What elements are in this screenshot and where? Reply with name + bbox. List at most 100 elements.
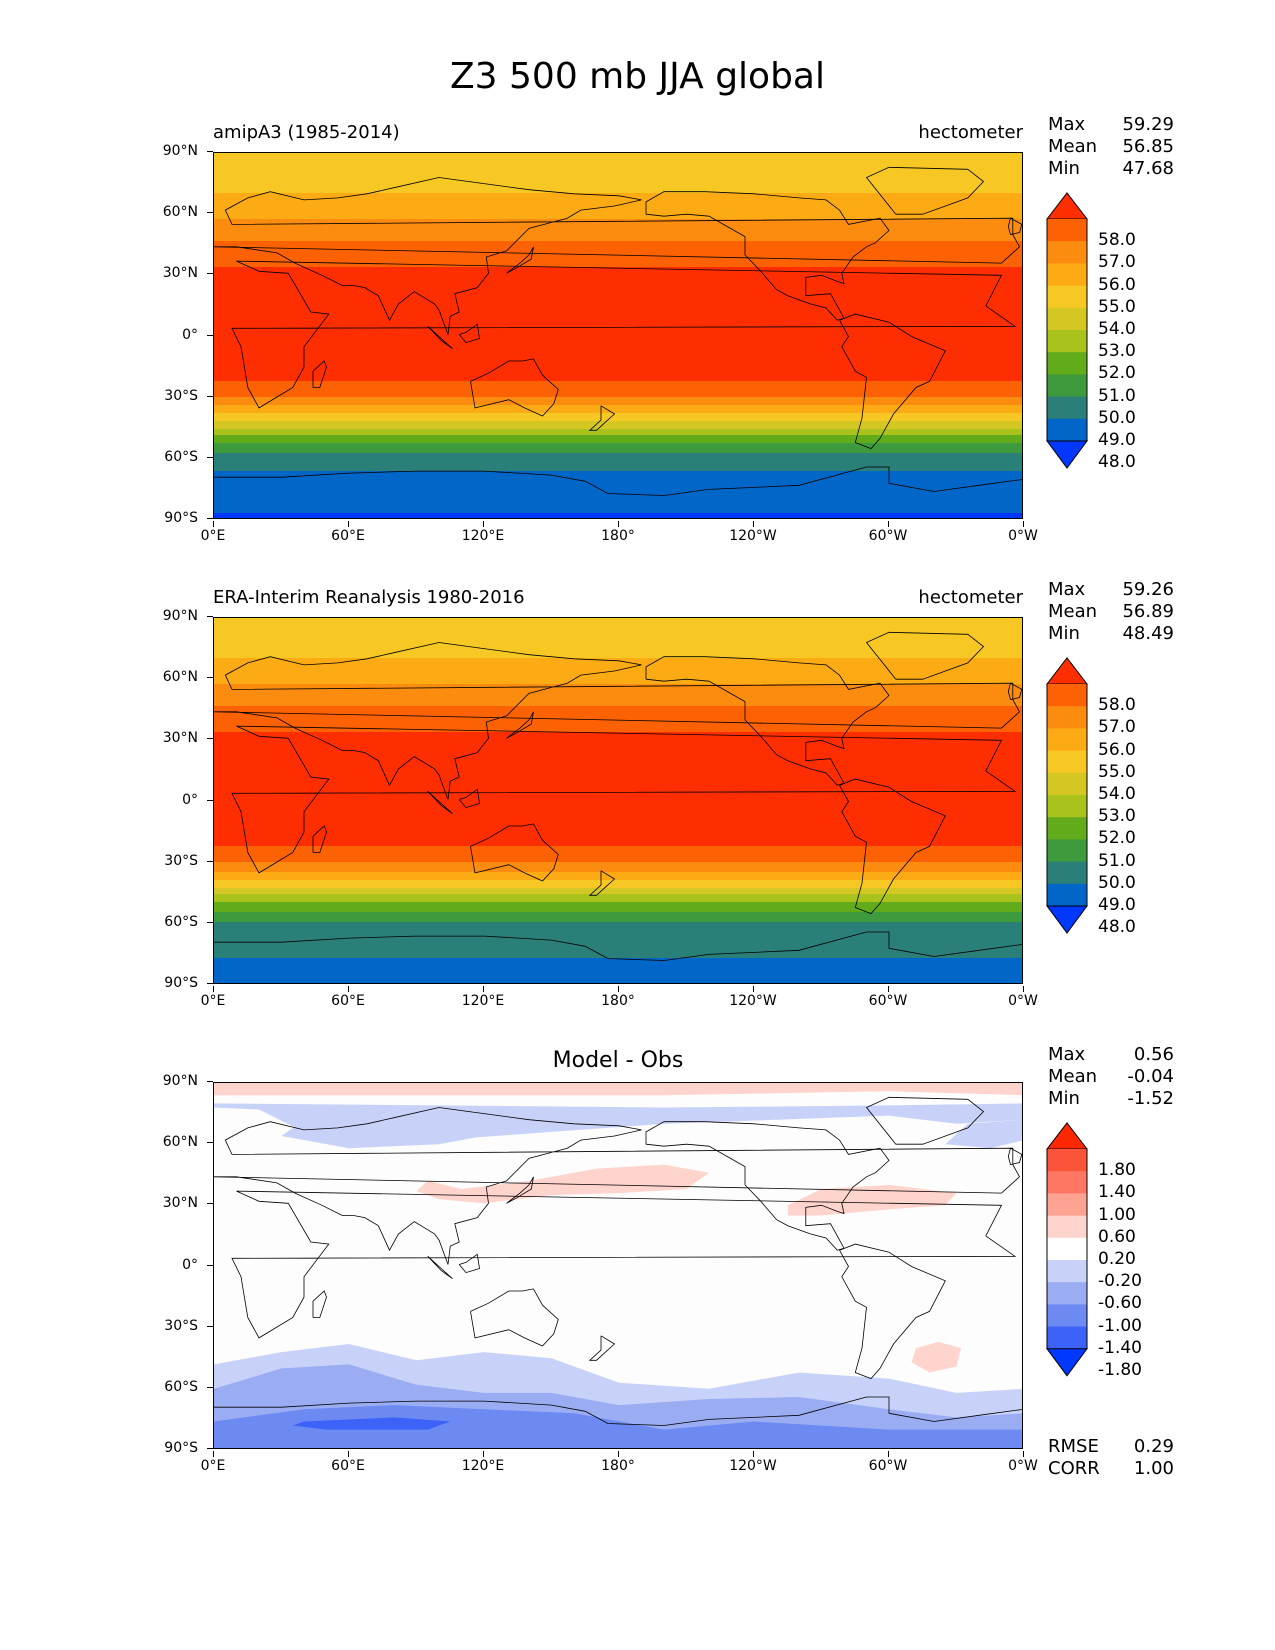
field-band (214, 826, 1022, 829)
field-band (214, 804, 1022, 807)
field-band (214, 874, 1022, 877)
field-band (214, 311, 1022, 314)
field-band (214, 840, 1022, 843)
field-band (214, 678, 1022, 681)
stat-value: 47.68 (1122, 158, 1174, 179)
field-band (214, 720, 1022, 723)
field-band (214, 425, 1022, 428)
coastline (214, 177, 1021, 335)
stat-value: 59.29 (1122, 114, 1174, 135)
colorbar-segment (1047, 1326, 1087, 1350)
field-band (214, 221, 1022, 224)
field-band (214, 303, 1022, 306)
field-band (214, 948, 1022, 951)
field-band (214, 886, 1022, 889)
stat-name: Mean (1048, 1066, 1098, 1087)
field-band (214, 710, 1022, 713)
field-band (214, 802, 1022, 805)
field-band (214, 399, 1022, 402)
coastline (865, 631, 985, 680)
field-band (214, 880, 1022, 883)
field-band (214, 860, 1022, 863)
stat-row: Max 0.56 (1048, 1044, 1174, 1066)
field-contour (214, 1083, 1022, 1096)
colorbar-segment (1047, 1215, 1087, 1239)
field-band (214, 359, 1022, 362)
colorbar-tick-label: 50.0 (1098, 872, 1136, 893)
field-band (214, 475, 1022, 478)
field-band (214, 946, 1022, 949)
field-band (214, 740, 1022, 743)
field-band (214, 822, 1022, 825)
field-band (214, 509, 1022, 512)
colorbar (1046, 1122, 1088, 1377)
x-tick-label: 60°W (853, 1451, 923, 1474)
field-band (214, 229, 1022, 232)
stat-name: Mean (1048, 136, 1098, 157)
stat-name: Max (1048, 579, 1086, 600)
field-band (214, 423, 1022, 426)
field-band (214, 864, 1022, 867)
field-band (214, 756, 1022, 759)
field-band (214, 632, 1022, 635)
field-band (214, 648, 1022, 651)
y-tick-label: 30°S (138, 1318, 213, 1334)
field-band (214, 239, 1022, 242)
field-band (214, 345, 1022, 348)
colorbar-tick-label: 55.0 (1098, 761, 1136, 782)
field-band (214, 912, 1022, 915)
field-band (214, 812, 1022, 815)
colorbar-tick-label: 51.0 (1098, 385, 1136, 406)
field-band (214, 451, 1022, 454)
field-band (214, 487, 1022, 490)
coastline (312, 1290, 327, 1318)
panel-stats: Max 59.26 Mean 56.89 Min 48.49 (1048, 579, 1174, 645)
colorbar-tick-label: -1.00 (1098, 1315, 1142, 1336)
colorbar-segment (1047, 1171, 1087, 1194)
field-band (214, 281, 1022, 284)
coastline (470, 358, 559, 417)
field-band (214, 505, 1022, 508)
x-tick-label: 0°W (988, 986, 1058, 1009)
y-tick-label: 90°N (138, 608, 213, 624)
field-band (214, 936, 1022, 939)
y-tick-label: 30°S (138, 388, 213, 404)
field-band (214, 383, 1022, 386)
field-band (214, 894, 1022, 897)
field-band (214, 469, 1022, 472)
coastline (1007, 1147, 1022, 1165)
x-tick-label: 0°W (988, 521, 1058, 544)
field-band (214, 347, 1022, 350)
field-band (214, 772, 1022, 775)
y-tick-label: 90°N (138, 143, 213, 159)
field-band (214, 245, 1022, 248)
stat-value: 56.85 (1122, 136, 1174, 157)
field-band (214, 449, 1022, 452)
field-band (214, 868, 1022, 871)
field-band (214, 764, 1022, 767)
panel-units-label: hectometer (918, 587, 1023, 608)
colorbar-segment (1047, 374, 1087, 397)
field-band (214, 183, 1022, 186)
field-band (214, 299, 1022, 302)
field-band (214, 441, 1022, 444)
field-band (214, 207, 1022, 210)
y-tick-label: 90°N (138, 1073, 213, 1089)
field-band (214, 199, 1022, 202)
field-band (214, 962, 1022, 965)
field-band (214, 834, 1022, 837)
field-band (214, 680, 1022, 683)
colorbar-segment (1047, 1282, 1087, 1305)
field-band (214, 698, 1022, 701)
field-band (214, 704, 1022, 707)
field-contour (911, 1341, 961, 1373)
field-band (214, 708, 1022, 711)
coastline (231, 1190, 1017, 1339)
x-tick-label: 60°E (313, 986, 383, 1009)
map-panel (213, 1082, 1023, 1449)
field-band (214, 940, 1022, 943)
map-panel (213, 152, 1023, 519)
y-tick-label: 90°S (138, 510, 213, 526)
coastline (839, 313, 946, 450)
colorbar-tick-label: 57.0 (1098, 252, 1136, 273)
